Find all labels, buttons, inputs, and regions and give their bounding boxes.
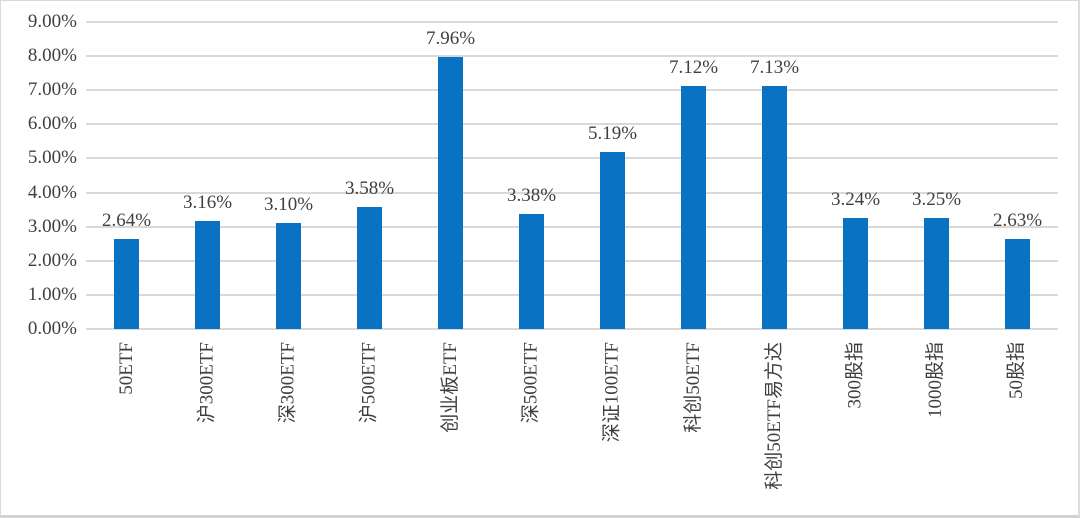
x-axis-category: 科创50ETF bbox=[653, 329, 734, 516]
y-axis-tick-label: 6.00% bbox=[27, 113, 77, 135]
bar bbox=[924, 218, 949, 329]
bar-slot: 2.64% bbox=[86, 22, 167, 329]
bar bbox=[276, 223, 301, 329]
bar-value-label: 2.64% bbox=[101, 209, 152, 231]
x-axis-category-label: 1000股指 bbox=[925, 342, 947, 419]
gridline bbox=[86, 225, 1058, 228]
y-axis-tick-label: 9.00% bbox=[27, 11, 77, 32]
bar-value-label: 2.63% bbox=[992, 210, 1043, 232]
x-axis-category-label: 深500ETF bbox=[520, 342, 542, 424]
bar-value-label: 3.58% bbox=[344, 177, 395, 199]
gridline bbox=[86, 157, 1058, 160]
gridline bbox=[86, 259, 1058, 262]
bar bbox=[114, 238, 139, 329]
x-axis-category: 创业板ETF bbox=[410, 329, 491, 516]
bar bbox=[762, 85, 787, 329]
x-axis: 50ETF 沪300ETF 深300ETF 沪500ETF 创业板ETF 深500ETF 深… bbox=[86, 329, 1058, 516]
bar bbox=[357, 206, 382, 329]
x-axis-category-label: 科创50ETF bbox=[682, 342, 704, 433]
bar-slot: 7.12% bbox=[653, 22, 734, 329]
y-axis-tick-label: 7.00% bbox=[27, 79, 77, 101]
x-axis-category-label: 深300ETF bbox=[277, 342, 299, 424]
x-axis-category-label: 50股指 bbox=[1006, 342, 1028, 400]
x-axis-category-label: 沪300ETF bbox=[196, 342, 218, 424]
bar bbox=[1005, 239, 1030, 329]
bar-slot: 3.38% bbox=[491, 22, 572, 329]
bar-series: 2.64% 3.16% 3.10% 3.58% 7.96% 3.38% 5.19% 7.12%… bbox=[86, 22, 1058, 329]
x-axis-category: 沪300ETF bbox=[167, 329, 248, 516]
x-axis-category: 深证100ETF bbox=[572, 329, 653, 516]
bar-value-label: 3.25% bbox=[911, 189, 962, 211]
x-axis-category: 深500ETF bbox=[491, 329, 572, 516]
bar-slot: 3.10% bbox=[248, 22, 329, 329]
x-axis-category: 1000股指 bbox=[896, 329, 977, 516]
bar-slot: 3.16% bbox=[167, 22, 248, 329]
gridline bbox=[86, 89, 1058, 92]
bar bbox=[519, 213, 544, 329]
x-axis-category: 科创50ETF易方达 bbox=[734, 329, 815, 516]
y-axis-tick-label: 4.00% bbox=[27, 181, 77, 203]
gridline bbox=[86, 293, 1058, 296]
x-axis-category-label: 深证100ETF bbox=[601, 342, 623, 443]
x-axis-category: 300股指 bbox=[815, 329, 896, 516]
bar-slot: 7.96% bbox=[410, 22, 491, 329]
bar-slot: 2.63% bbox=[977, 22, 1058, 329]
bar-value-label: 7.13% bbox=[749, 56, 800, 78]
bar bbox=[195, 221, 220, 329]
x-axis-category-label: 科创50ETF易方达 bbox=[763, 342, 785, 490]
bar-value-label: 5.19% bbox=[587, 122, 638, 144]
x-axis-category: 深300ETF bbox=[248, 329, 329, 516]
bar-value-label: 3.38% bbox=[506, 184, 557, 206]
x-axis-category: 50股指 bbox=[977, 329, 1058, 516]
bar-value-label: 3.16% bbox=[182, 192, 233, 214]
y-axis-tick-label: 1.00% bbox=[27, 283, 77, 305]
x-axis-category-label: 50ETF bbox=[115, 342, 137, 395]
bar-slot: 5.19% bbox=[572, 22, 653, 329]
bar bbox=[600, 151, 625, 329]
bar-value-label: 3.24% bbox=[830, 189, 881, 211]
y-axis-tick-label: 0.00% bbox=[27, 318, 77, 339]
gridline bbox=[86, 328, 1058, 330]
bar-value-label: 7.12% bbox=[668, 57, 719, 79]
gridline bbox=[86, 123, 1058, 126]
plot-area: 2.64% 3.16% 3.10% 3.58% 7.96% 3.38% 5.19% 7.12%… bbox=[86, 21, 1058, 330]
bar-slot: 3.58% bbox=[329, 22, 410, 329]
y-axis-tick-label: 8.00% bbox=[27, 45, 77, 67]
gridline bbox=[86, 191, 1058, 194]
x-axis-category: 沪500ETF bbox=[329, 329, 410, 516]
bar-value-label: 7.96% bbox=[425, 28, 476, 50]
y-axis-tick-label: 2.00% bbox=[27, 249, 77, 271]
bar-slot: 3.24% bbox=[815, 22, 896, 329]
x-axis-category-label: 创业板ETF bbox=[439, 342, 461, 433]
x-axis-category-label: 300股指 bbox=[844, 342, 866, 409]
gridline bbox=[86, 21, 1058, 23]
y-axis-tick-label: 5.00% bbox=[27, 147, 77, 169]
bar-value-label: 3.10% bbox=[263, 194, 314, 216]
x-axis-category-label: 沪500ETF bbox=[358, 342, 380, 424]
bar-slot: 7.13% bbox=[734, 22, 815, 329]
bar bbox=[843, 218, 868, 329]
gridline bbox=[86, 55, 1058, 58]
y-axis-tick-label: 3.00% bbox=[27, 215, 77, 237]
x-axis-category: 50ETF bbox=[86, 329, 167, 516]
bar bbox=[438, 57, 463, 329]
bar bbox=[681, 86, 706, 329]
bar-slot: 3.25% bbox=[896, 22, 977, 329]
